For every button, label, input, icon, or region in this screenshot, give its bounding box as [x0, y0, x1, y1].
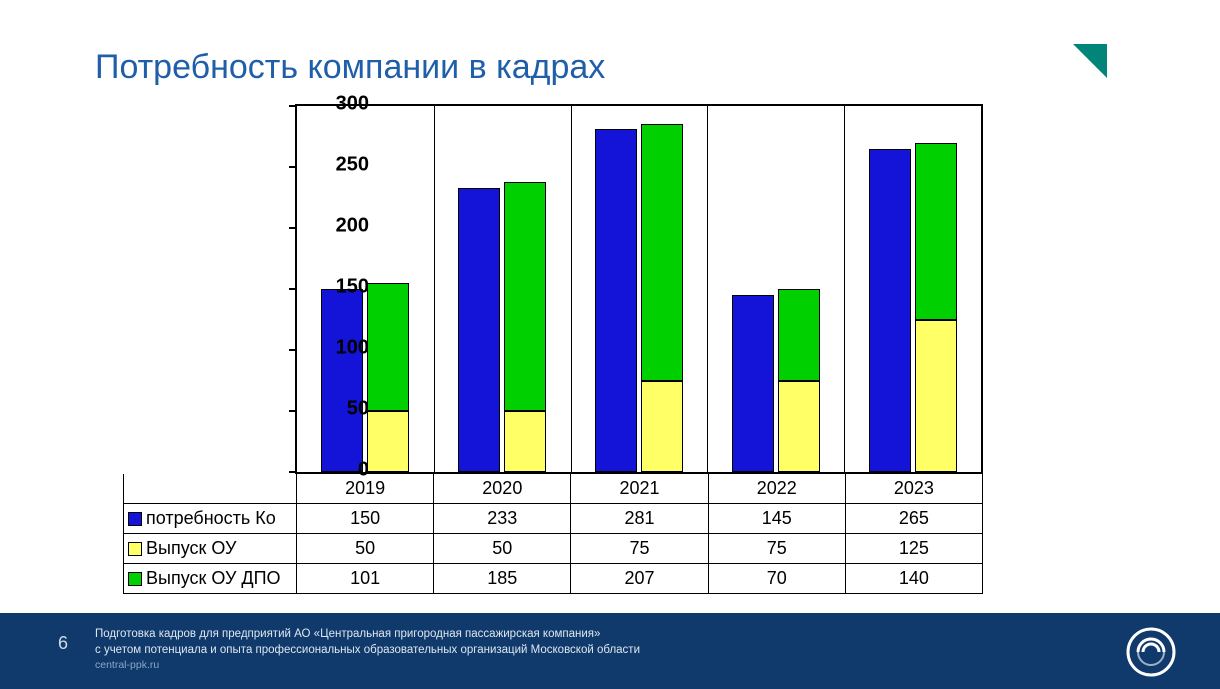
- footer-bar: 6 Подготовка кадров для предприятий АО «…: [0, 613, 1220, 689]
- bar-need: [321, 289, 363, 472]
- bar-need: [458, 188, 500, 472]
- ytick-line: [289, 349, 297, 351]
- table-cell: 233: [433, 504, 570, 533]
- table-cell: 185: [433, 564, 570, 593]
- table-cell: 265: [845, 504, 982, 533]
- table-cell: 101: [296, 564, 433, 593]
- bar-need: [732, 295, 774, 472]
- bar-grad: [915, 320, 957, 473]
- footer-line1: Подготовка кадров для предприятий АО «Це…: [95, 627, 640, 643]
- table-row: потребность Ко150233281145265: [124, 503, 982, 533]
- table-row-header: [124, 474, 296, 503]
- table-cell: 125: [845, 534, 982, 563]
- table-cell: 50: [296, 534, 433, 563]
- bar-need: [869, 149, 911, 472]
- table-cell: 2022: [708, 474, 845, 503]
- ytick-label: 150: [336, 276, 369, 299]
- slide-title: Потребность компании в кадрах: [95, 48, 605, 87]
- data-table: 20192020202120222023потребность Ко150233…: [123, 474, 983, 594]
- table-cell: 50: [433, 534, 570, 563]
- table-row: Выпуск ОУ50507575125: [124, 533, 982, 563]
- table-cell: 2021: [570, 474, 707, 503]
- ytick-line: [289, 105, 297, 107]
- bar-need: [595, 129, 637, 472]
- bar-grad: [641, 381, 683, 473]
- category-separator: [844, 106, 845, 472]
- plot-area: [295, 104, 983, 474]
- table-cell: 140: [845, 564, 982, 593]
- table-row: Выпуск ОУ ДПО10118520770140: [124, 563, 982, 593]
- bar-grad: [504, 411, 546, 472]
- ytick-line: [289, 410, 297, 412]
- footer-url: central-ppk.ru: [95, 658, 640, 672]
- bar-grad: [367, 411, 409, 472]
- table-header-row: 20192020202120222023: [124, 474, 982, 503]
- table-cell: 75: [570, 534, 707, 563]
- category-separator: [434, 106, 435, 472]
- bar-grad-dpo: [504, 182, 546, 411]
- ytick-label: 100: [336, 337, 369, 360]
- chart: 20192020202120222023потребность Ко150233…: [225, 102, 995, 592]
- table-cell: 145: [708, 504, 845, 533]
- bar-grad-dpo: [915, 143, 957, 320]
- footer-text: Подготовка кадров для предприятий АО «Це…: [95, 627, 640, 672]
- footer-line2: с учетом потенциала и опыта профессионал…: [95, 643, 640, 659]
- company-logo-icon: [1126, 627, 1176, 677]
- bar-grad: [778, 381, 820, 473]
- ytick-line: [289, 166, 297, 168]
- ytick-line: [289, 471, 297, 473]
- table-cell: 207: [570, 564, 707, 593]
- category-separator: [571, 106, 572, 472]
- page-number: 6: [58, 633, 68, 654]
- table-cell: 150: [296, 504, 433, 533]
- table-cell: 281: [570, 504, 707, 533]
- category-separator: [707, 106, 708, 472]
- table-row-header: потребность Ко: [124, 504, 296, 533]
- corner-accent: [1073, 44, 1107, 78]
- ytick-label: 250: [336, 154, 369, 177]
- bar-grad-dpo: [367, 283, 409, 411]
- table-cell: 2023: [845, 474, 982, 503]
- ytick-label: 200: [336, 215, 369, 238]
- table-cell: 2020: [433, 474, 570, 503]
- table-row-header: Выпуск ОУ: [124, 534, 296, 563]
- table-row-header: Выпуск ОУ ДПО: [124, 564, 296, 593]
- bar-grad-dpo: [778, 289, 820, 381]
- ytick-line: [289, 227, 297, 229]
- bar-grad-dpo: [641, 124, 683, 380]
- ytick-label: 300: [336, 93, 369, 116]
- ytick-line: [289, 288, 297, 290]
- table-cell: 70: [708, 564, 845, 593]
- ytick-label: 50: [347, 398, 369, 421]
- table-cell: 75: [708, 534, 845, 563]
